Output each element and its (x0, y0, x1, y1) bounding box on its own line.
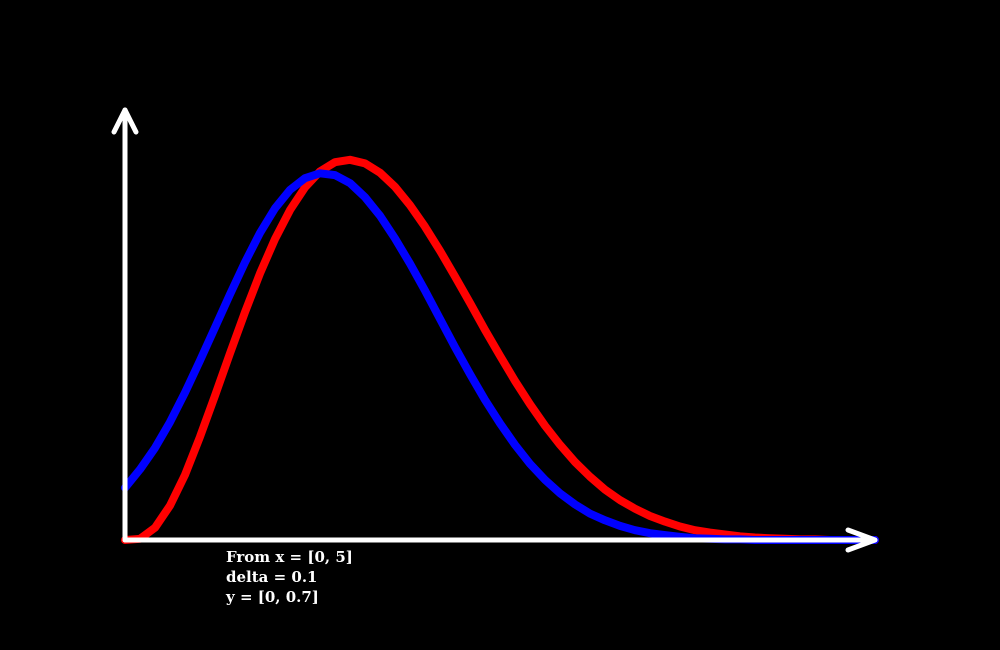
series-layer (121, 155, 879, 544)
delta-label: delta = 0.1 (226, 568, 318, 586)
axes (111, 107, 878, 553)
x-axis-arrowhead (845, 527, 878, 553)
y-range-label: y = [0, 0.7] (226, 588, 319, 606)
range-annotation: From x = [0, 5] delta = 0.1 y = [0, 0.7] (226, 547, 353, 607)
x-range-label: From x = [0, 5] (226, 548, 353, 566)
y-axis-arrowhead (111, 107, 139, 135)
series-line-1 (121, 155, 879, 544)
